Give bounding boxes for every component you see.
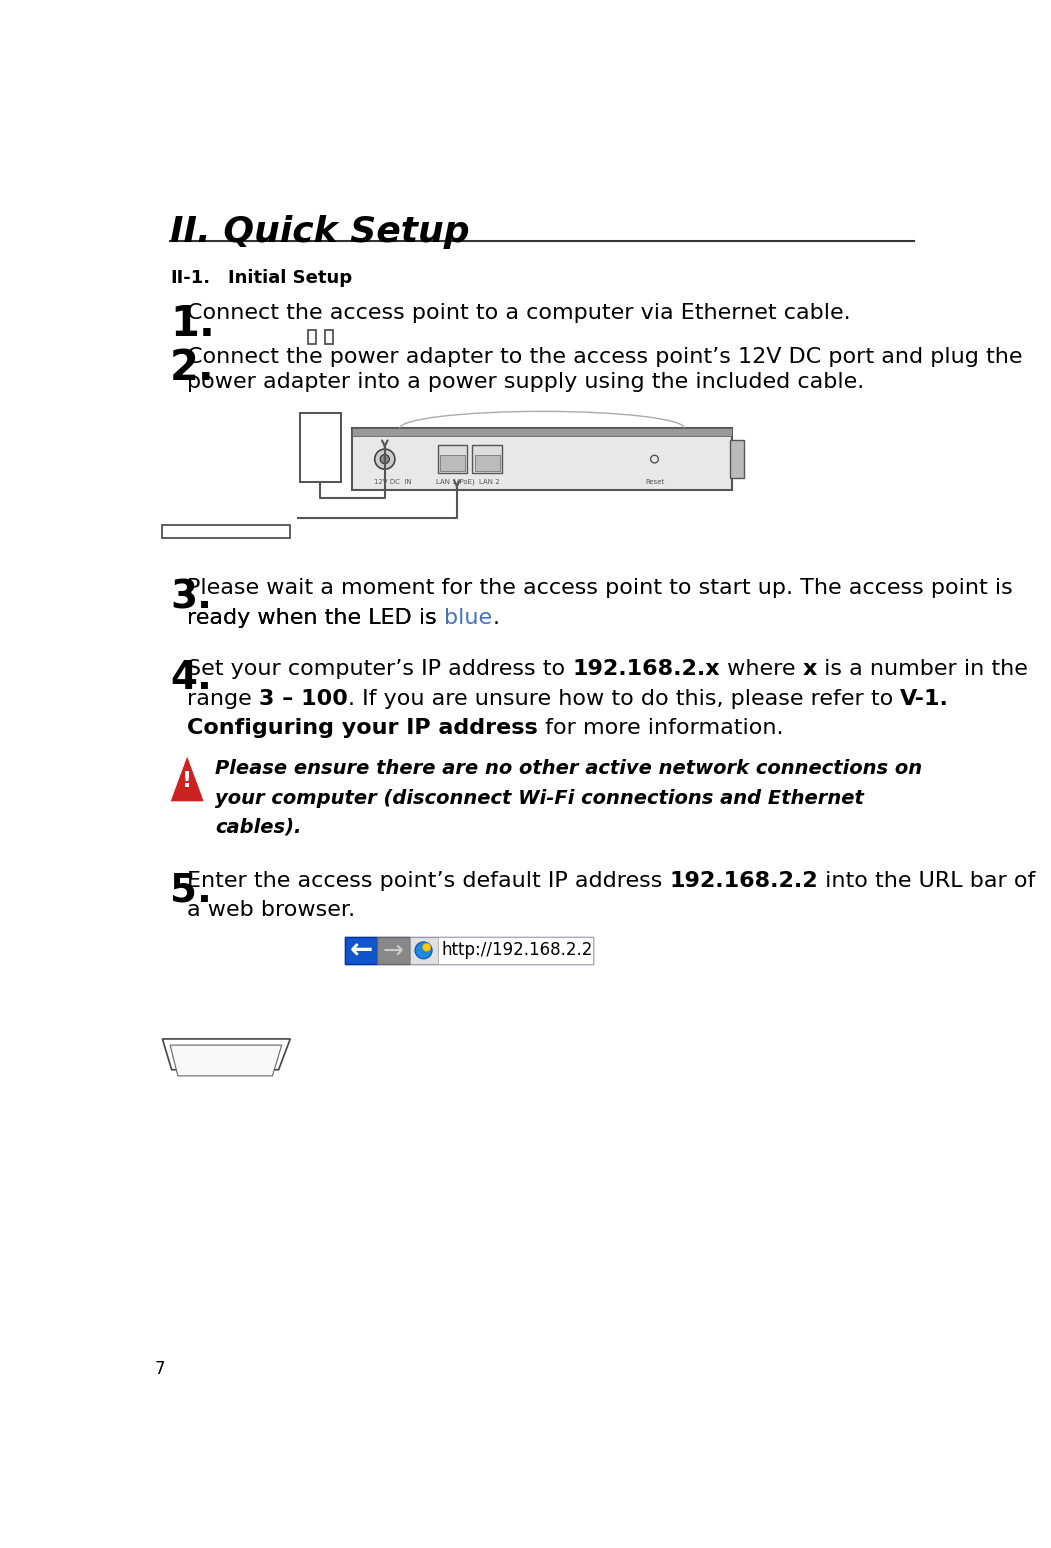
Text: →: → bbox=[383, 938, 404, 963]
Bar bbox=[325, 330, 333, 344]
Text: Reset: Reset bbox=[645, 480, 664, 485]
Text: power adapter into a power supply using the included cable.: power adapter into a power supply using … bbox=[187, 372, 864, 392]
Bar bbox=[352, 429, 731, 489]
Bar bbox=[352, 429, 731, 437]
Text: range: range bbox=[187, 689, 259, 709]
Text: LAN 2: LAN 2 bbox=[478, 480, 499, 485]
Circle shape bbox=[375, 449, 395, 469]
Text: Connect the power adapter to the access point’s 12V DC port and plug the: Connect the power adapter to the access … bbox=[187, 347, 1023, 367]
Text: 3 – 100: 3 – 100 bbox=[259, 689, 348, 709]
Text: 4.: 4. bbox=[170, 659, 212, 697]
Text: your computer (disconnect Wi-Fi connections and Ethernet: your computer (disconnect Wi-Fi connecti… bbox=[215, 788, 864, 808]
Bar bbox=[472, 446, 501, 474]
Text: http://192.168.2.2: http://192.168.2.2 bbox=[441, 941, 593, 960]
Bar bbox=[377, 937, 410, 964]
Bar bbox=[475, 455, 499, 471]
Text: Initial Setup: Initial Setup bbox=[228, 269, 352, 286]
Bar bbox=[437, 446, 467, 474]
Polygon shape bbox=[170, 755, 204, 802]
Bar bbox=[308, 330, 315, 344]
Text: . If you are unsure how to do this, please refer to: . If you are unsure how to do this, plea… bbox=[348, 689, 901, 709]
Circle shape bbox=[415, 941, 432, 958]
Text: 7: 7 bbox=[154, 1361, 165, 1378]
Text: ←: ← bbox=[349, 937, 372, 964]
Text: II. Quick Setup: II. Quick Setup bbox=[170, 215, 470, 249]
Text: ready when the LED is: ready when the LED is bbox=[187, 608, 445, 628]
Text: II-1.: II-1. bbox=[170, 269, 210, 286]
Text: LAN 1(PoE): LAN 1(PoE) bbox=[436, 478, 475, 485]
Text: Please ensure there are no other active network connections on: Please ensure there are no other active … bbox=[215, 760, 922, 779]
Text: .: . bbox=[492, 608, 499, 628]
Text: Connect the access point to a computer via Ethernet cable.: Connect the access point to a computer v… bbox=[187, 303, 851, 324]
Bar bbox=[439, 455, 465, 471]
Text: ready when the LED is: ready when the LED is bbox=[187, 608, 445, 628]
Circle shape bbox=[423, 943, 431, 950]
Bar bbox=[345, 937, 593, 964]
Bar bbox=[301, 413, 341, 483]
Text: 1.: 1. bbox=[170, 303, 215, 345]
Text: Set your computer’s IP address to: Set your computer’s IP address to bbox=[187, 659, 573, 680]
Text: cables).: cables). bbox=[215, 817, 302, 837]
Text: Configuring your IP address: Configuring your IP address bbox=[187, 718, 538, 738]
Text: V-1.: V-1. bbox=[901, 689, 949, 709]
Text: Please wait a moment for the access point to start up. The access point is: Please wait a moment for the access poin… bbox=[187, 579, 1013, 599]
Text: 3.: 3. bbox=[170, 579, 212, 616]
Text: x: x bbox=[803, 659, 817, 680]
Text: blue: blue bbox=[445, 608, 492, 628]
Bar bbox=[345, 937, 377, 964]
Text: 192.168.2.x: 192.168.2.x bbox=[573, 659, 720, 680]
Text: 12V DC  IN: 12V DC IN bbox=[374, 480, 412, 485]
Text: where: where bbox=[720, 659, 803, 680]
Polygon shape bbox=[170, 1045, 282, 1076]
Text: into the URL bar of: into the URL bar of bbox=[819, 872, 1035, 892]
Bar bbox=[730, 440, 744, 478]
Text: is a number in the: is a number in the bbox=[817, 659, 1028, 680]
Text: Enter the access point’s default IP address: Enter the access point’s default IP addr… bbox=[187, 872, 669, 892]
Text: 2.: 2. bbox=[170, 347, 214, 390]
Text: 5.: 5. bbox=[170, 872, 212, 909]
Circle shape bbox=[380, 455, 390, 464]
Text: !: ! bbox=[182, 771, 192, 791]
Text: a web browser.: a web browser. bbox=[187, 901, 355, 921]
Bar bbox=[437, 937, 593, 964]
Bar bbox=[410, 937, 437, 964]
Text: 192.168.2.2: 192.168.2.2 bbox=[669, 872, 819, 892]
Bar bbox=[162, 525, 290, 539]
Text: for more information.: for more information. bbox=[538, 718, 783, 738]
